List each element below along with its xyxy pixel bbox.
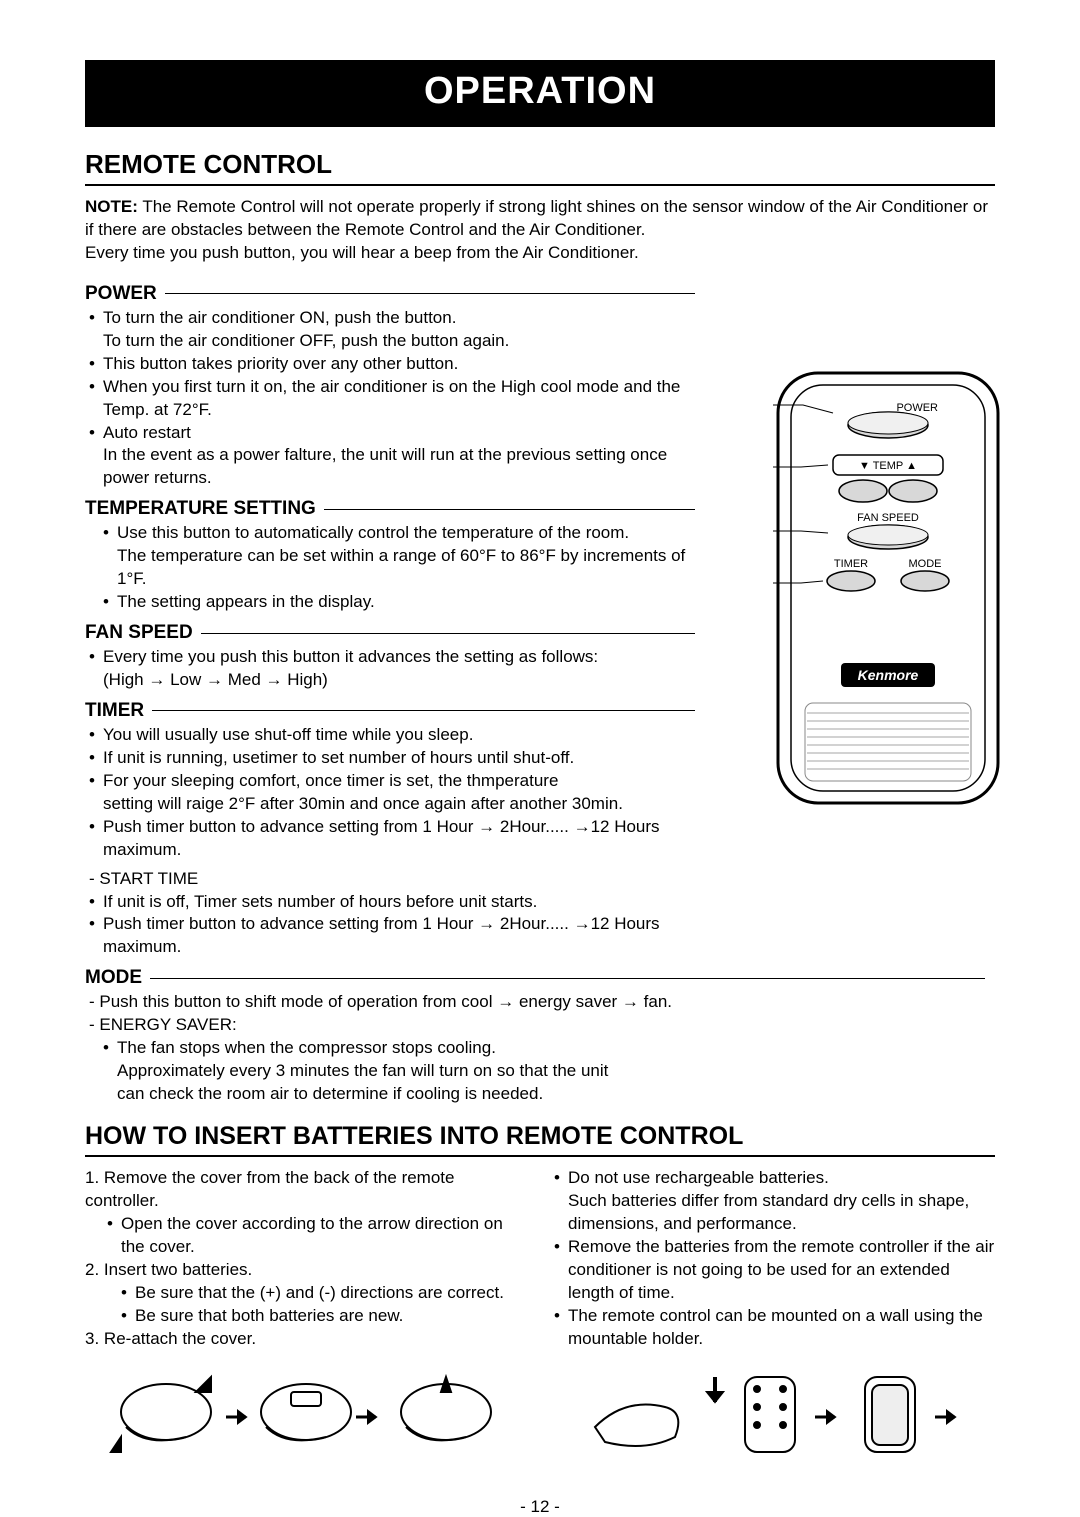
- mode-heading: MODE: [85, 967, 985, 989]
- note-body2: Every time you push button, you will hea…: [85, 243, 639, 262]
- battery-heading: HOW TO INSERT BATTERIES INTO REMOTE CONT…: [85, 1122, 995, 1157]
- power-body: •To turn the air conditioner ON, push th…: [89, 307, 695, 491]
- remote-mode-label: MODE: [909, 558, 942, 570]
- temp-heading: TEMPERATURE SETTING: [85, 498, 695, 520]
- svg-text:▼ TEMP ▲: ▼ TEMP ▲: [859, 460, 917, 472]
- remote-illustration: POWER ▼ TEMP ▲ FAN SPEED TIMER MODE Kenm…: [773, 363, 1003, 813]
- section-banner: OPERATION: [85, 60, 995, 127]
- note-body1: The Remote Control will not operate prop…: [85, 197, 988, 239]
- temp-body: •Use this button to automatically contro…: [89, 522, 695, 614]
- timer-body: •You will usually use shut-off time whil…: [89, 724, 695, 959]
- power-heading: POWER: [85, 283, 695, 305]
- note-label: NOTE:: [85, 197, 138, 216]
- fan-body: •Every time you push this button it adva…: [89, 646, 695, 692]
- start-time-label: - START TIME: [89, 868, 695, 891]
- battery-right-col: •Do not use rechargeable batteries.Such …: [554, 1167, 995, 1467]
- fan-heading: FAN SPEED: [85, 622, 695, 644]
- page-title: REMOTE CONTROL: [85, 149, 995, 186]
- timer-heading: TIMER: [85, 700, 695, 722]
- mode-body: - Push this button to shift mode of oper…: [89, 991, 989, 1106]
- banner-title: OPERATION: [424, 70, 656, 112]
- remote-fan-label: FAN SPEED: [857, 512, 919, 524]
- remote-brand: Kenmore: [858, 667, 919, 683]
- note-block: NOTE: The Remote Control will not operat…: [85, 196, 995, 265]
- battery-illustration-left: [85, 1357, 526, 1467]
- remote-timer-label: TIMER: [834, 558, 868, 570]
- page-number: - 12 -: [85, 1497, 995, 1517]
- battery-illustration-right: [554, 1357, 995, 1467]
- battery-left-col: 1. Remove the cover from the back of the…: [85, 1167, 526, 1467]
